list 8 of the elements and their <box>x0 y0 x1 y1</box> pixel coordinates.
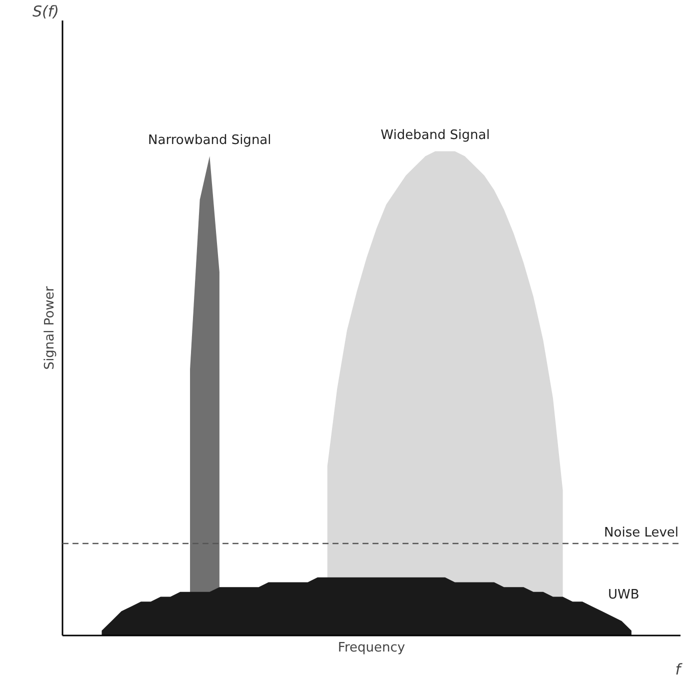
text: S(f) <box>32 2 60 20</box>
series-label: UWB <box>608 587 640 602</box>
y-axis-title: Signal Power <box>42 286 58 370</box>
series-label: Narrowband Signal <box>148 133 272 148</box>
x-axis-title: Frequency <box>338 640 406 656</box>
ref-line-label: Noise Level <box>604 525 679 540</box>
series-label: Wideband Signal <box>380 128 490 144</box>
text: f <box>675 660 684 678</box>
